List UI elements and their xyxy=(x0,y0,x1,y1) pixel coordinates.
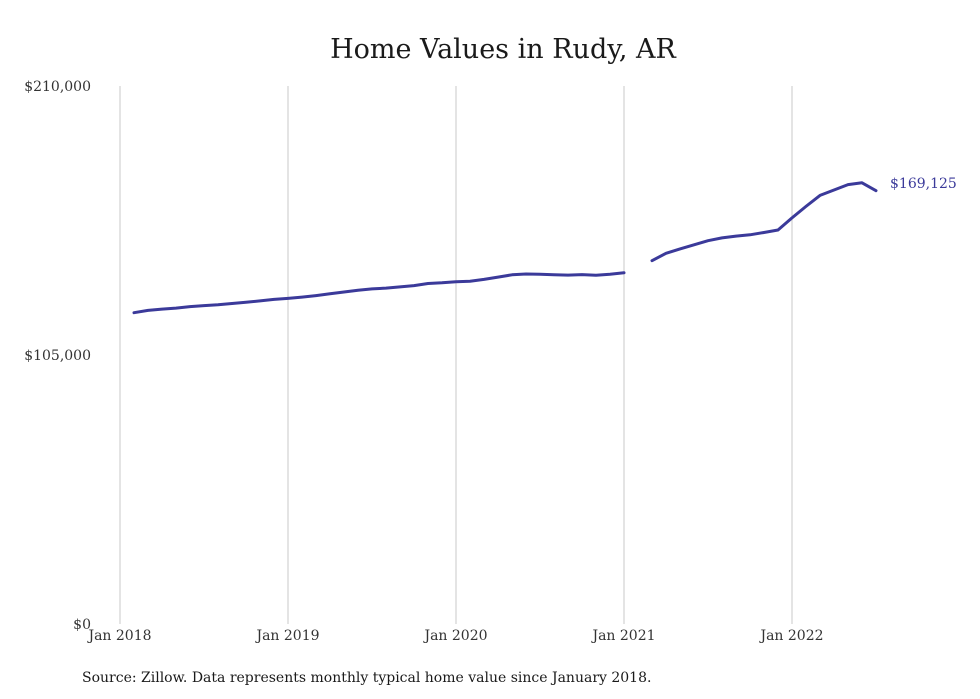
y-tick-label: $0 xyxy=(73,617,91,633)
series-line-segment-0 xyxy=(132,271,626,315)
x-tick-label: Jan 2022 xyxy=(758,628,823,644)
x-tick-label: Jan 2019 xyxy=(254,628,319,644)
gridlines xyxy=(119,86,793,624)
y-tick-label: $105,000 xyxy=(24,348,91,364)
series-line-segment-1 xyxy=(650,181,878,263)
chart-title: Home Values in Rudy, AR xyxy=(330,34,676,65)
x-tick-label: Jan 2021 xyxy=(590,628,655,644)
series-lines xyxy=(132,181,878,315)
y-tick-label: $210,000 xyxy=(24,79,91,95)
y-axis-ticks: $0 $105,000 $210,000 xyxy=(24,79,91,633)
x-tick-label: Jan 2018 xyxy=(86,628,151,644)
x-axis-ticks: Jan 2018 Jan 2019 Jan 2020 Jan 2021 Jan 2022 xyxy=(86,628,823,644)
x-tick-label: Jan 2020 xyxy=(422,628,487,644)
source-note: Source: Zillow. Data represents monthly … xyxy=(82,670,651,686)
end-value-label: $169,125 xyxy=(890,176,957,192)
